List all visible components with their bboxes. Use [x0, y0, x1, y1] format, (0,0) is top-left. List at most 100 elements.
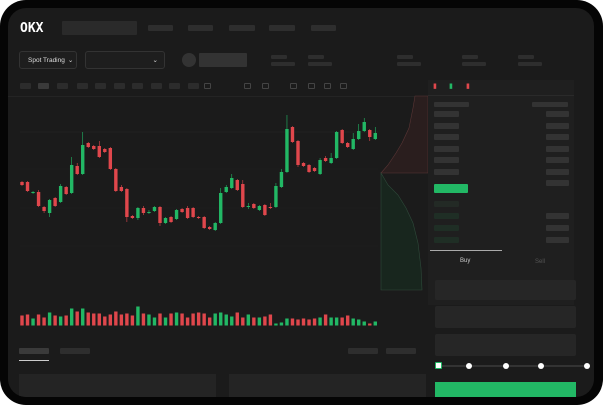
- volume-bar: [64, 315, 68, 326]
- camera-icon[interactable]: [308, 83, 315, 89]
- market-select[interactable]: Spot Trading ⌄: [19, 51, 77, 69]
- slider-step[interactable]: [466, 363, 472, 369]
- price-input[interactable]: [435, 280, 576, 300]
- volume-bar: [357, 319, 361, 326]
- depth-ask-area: [380, 95, 428, 174]
- nav-item[interactable]: [148, 25, 173, 31]
- nav-item[interactable]: [188, 25, 213, 31]
- timeframe-button[interactable]: [151, 83, 162, 89]
- volume-bar: [345, 315, 350, 326]
- slider-handle[interactable]: [435, 362, 442, 369]
- amount-input[interactable]: [435, 306, 576, 328]
- volume-bar: [213, 313, 217, 326]
- amount-slider[interactable]: [438, 365, 588, 367]
- volume-bar: [230, 316, 234, 326]
- slider-step[interactable]: [503, 363, 509, 369]
- volume-bar: [42, 317, 46, 326]
- timeframe-button[interactable]: [77, 83, 88, 89]
- candlestick-chart[interactable]: [8, 8, 428, 338]
- volume-bar: [274, 323, 278, 326]
- fullscreen-icon[interactable]: [340, 83, 347, 89]
- nav-item[interactable]: [311, 25, 336, 31]
- slider-step[interactable]: [538, 363, 544, 369]
- stat-label: [308, 55, 324, 59]
- volume-bar: [279, 322, 284, 326]
- volume-bar: [53, 315, 57, 326]
- tab-buy[interactable]: Buy: [460, 258, 471, 264]
- orderbook-buy-icon[interactable]: ▮: [449, 83, 453, 90]
- candle-body: [257, 206, 262, 210]
- buy-button[interactable]: [435, 382, 576, 397]
- orderbook-both-icon[interactable]: ▮: [433, 83, 437, 90]
- ask-amount: [546, 146, 569, 152]
- nav-item[interactable]: [229, 25, 255, 31]
- volume-bar: [191, 313, 195, 326]
- tab-sell[interactable]: Sell: [535, 259, 546, 265]
- ask-amount: [546, 157, 569, 163]
- candle-body: [147, 212, 151, 213]
- timeframe-button[interactable]: [188, 83, 199, 89]
- timeframe-button[interactable]: [169, 83, 180, 89]
- tab-order-history[interactable]: [60, 348, 90, 354]
- candle-body: [180, 209, 184, 212]
- ask-price: [434, 169, 459, 175]
- slider-step[interactable]: [584, 363, 590, 369]
- candle-body: [130, 216, 135, 218]
- candle-body: [36, 192, 41, 206]
- candle-body: [202, 217, 206, 228]
- volume-bar: [368, 323, 372, 326]
- candle-body: [169, 217, 173, 222]
- volume-bar: [235, 312, 239, 326]
- orderbook-sell-icon[interactable]: ▮: [466, 83, 470, 90]
- timeframe-button[interactable]: [95, 83, 106, 89]
- candle-body: [125, 189, 129, 217]
- timeframe-button[interactable]: [132, 83, 143, 89]
- ask-amount: [546, 169, 569, 175]
- volume-bar: [174, 312, 179, 326]
- trading-screen: OKX Spot Trading ⌄ ⌄ ▮ ▮ ▮ Buy Sell: [8, 8, 594, 397]
- stat-value: [271, 62, 295, 66]
- candle-body: [263, 205, 267, 215]
- candle-body: [252, 204, 256, 208]
- candle-body: [323, 158, 328, 161]
- volume-bar: [169, 313, 173, 326]
- candle-body: [334, 132, 339, 158]
- bid-amount: [546, 213, 569, 219]
- stat-label: [462, 55, 478, 59]
- timeframe-button[interactable]: [20, 83, 31, 89]
- tab-open-orders[interactable]: [19, 348, 49, 354]
- okx-logo: OKX: [20, 21, 44, 36]
- timeframe-button[interactable]: [38, 83, 49, 89]
- order-card: [19, 374, 216, 397]
- volume-bar: [125, 313, 129, 326]
- order-card: [229, 374, 426, 397]
- stat-value: [308, 62, 332, 66]
- pair-select[interactable]: ⌄: [85, 51, 165, 69]
- settings-icon[interactable]: [324, 83, 331, 89]
- volume-bar: [92, 313, 96, 326]
- filter-button[interactable]: [348, 348, 378, 354]
- candle-body: [241, 184, 245, 207]
- tab-underline: [19, 360, 49, 361]
- volume-bar: [224, 314, 228, 326]
- search-bar[interactable]: [62, 21, 137, 35]
- volume-bar: [136, 306, 140, 326]
- timeframe-button[interactable]: [114, 83, 125, 89]
- brush-icon[interactable]: [290, 83, 297, 89]
- line-tool-icon[interactable]: [262, 83, 269, 89]
- candle-type-icon[interactable]: [204, 83, 211, 89]
- candle-body: [53, 198, 57, 206]
- timeframe-button[interactable]: [57, 83, 68, 89]
- ask-amount: [546, 134, 569, 140]
- volume-bar: [180, 313, 184, 326]
- nav-item[interactable]: [269, 25, 295, 31]
- indicator-icon[interactable]: [244, 83, 251, 89]
- volume-bar: [241, 317, 245, 326]
- divider: [8, 96, 426, 97]
- total-input[interactable]: [435, 334, 576, 356]
- stat-label: [271, 55, 287, 59]
- volume-bar: [318, 317, 322, 326]
- candle-body: [64, 187, 68, 194]
- candle-body: [279, 172, 284, 187]
- filter-button[interactable]: [386, 348, 416, 354]
